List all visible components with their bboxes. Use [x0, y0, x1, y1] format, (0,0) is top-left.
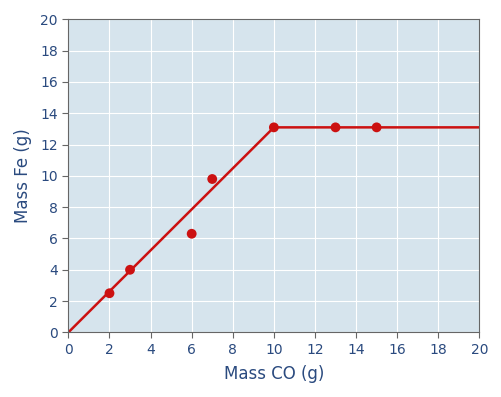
Point — [208, 176, 216, 182]
Point — [270, 124, 278, 131]
Point — [372, 124, 380, 131]
X-axis label: Mass CO (g): Mass CO (g) — [223, 365, 324, 383]
Point — [126, 267, 134, 273]
Point — [331, 124, 339, 131]
Point — [105, 290, 113, 297]
Point — [187, 231, 195, 237]
Y-axis label: Mass Fe (g): Mass Fe (g) — [14, 129, 32, 223]
